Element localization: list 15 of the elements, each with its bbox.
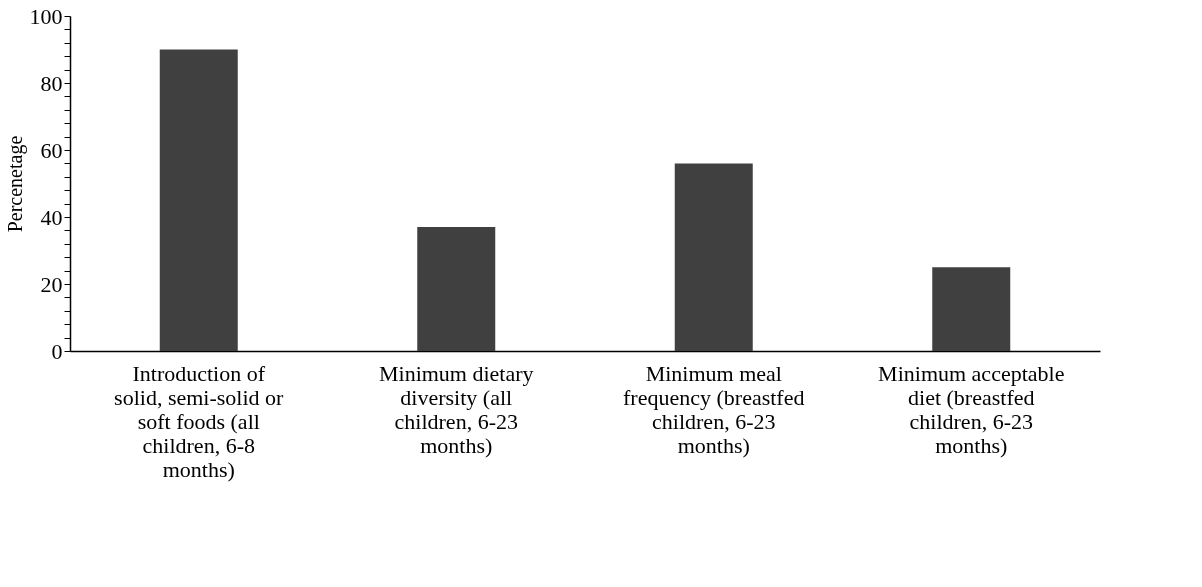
x-tick-label: Minimum acceptable diet (breastfed children, 6-23 months) xyxy=(878,360,1065,458)
y-tick-label: 40 xyxy=(40,204,63,230)
x-tick-label: Minimum meal frequency (breastfed children, 6-23 months) xyxy=(623,360,805,458)
x-tick-label: Introduction of solid, semi-solid or soft foods (all children, 6-8 months) xyxy=(114,360,285,482)
y-tick-label: 60 xyxy=(40,137,63,163)
bar xyxy=(674,163,753,351)
y-tick-label: 80 xyxy=(40,70,63,96)
y-tick-label: 100 xyxy=(29,3,63,29)
bar xyxy=(159,49,238,351)
bar xyxy=(417,227,496,351)
bar xyxy=(932,267,1011,351)
x-tick-label: Minimum dietary diversity (all children, 6-23 months) xyxy=(378,360,534,458)
y-tick-label: 0 xyxy=(51,338,63,364)
y-tick-label: 20 xyxy=(40,271,63,297)
y-axis-title: Percenetage xyxy=(3,135,27,233)
